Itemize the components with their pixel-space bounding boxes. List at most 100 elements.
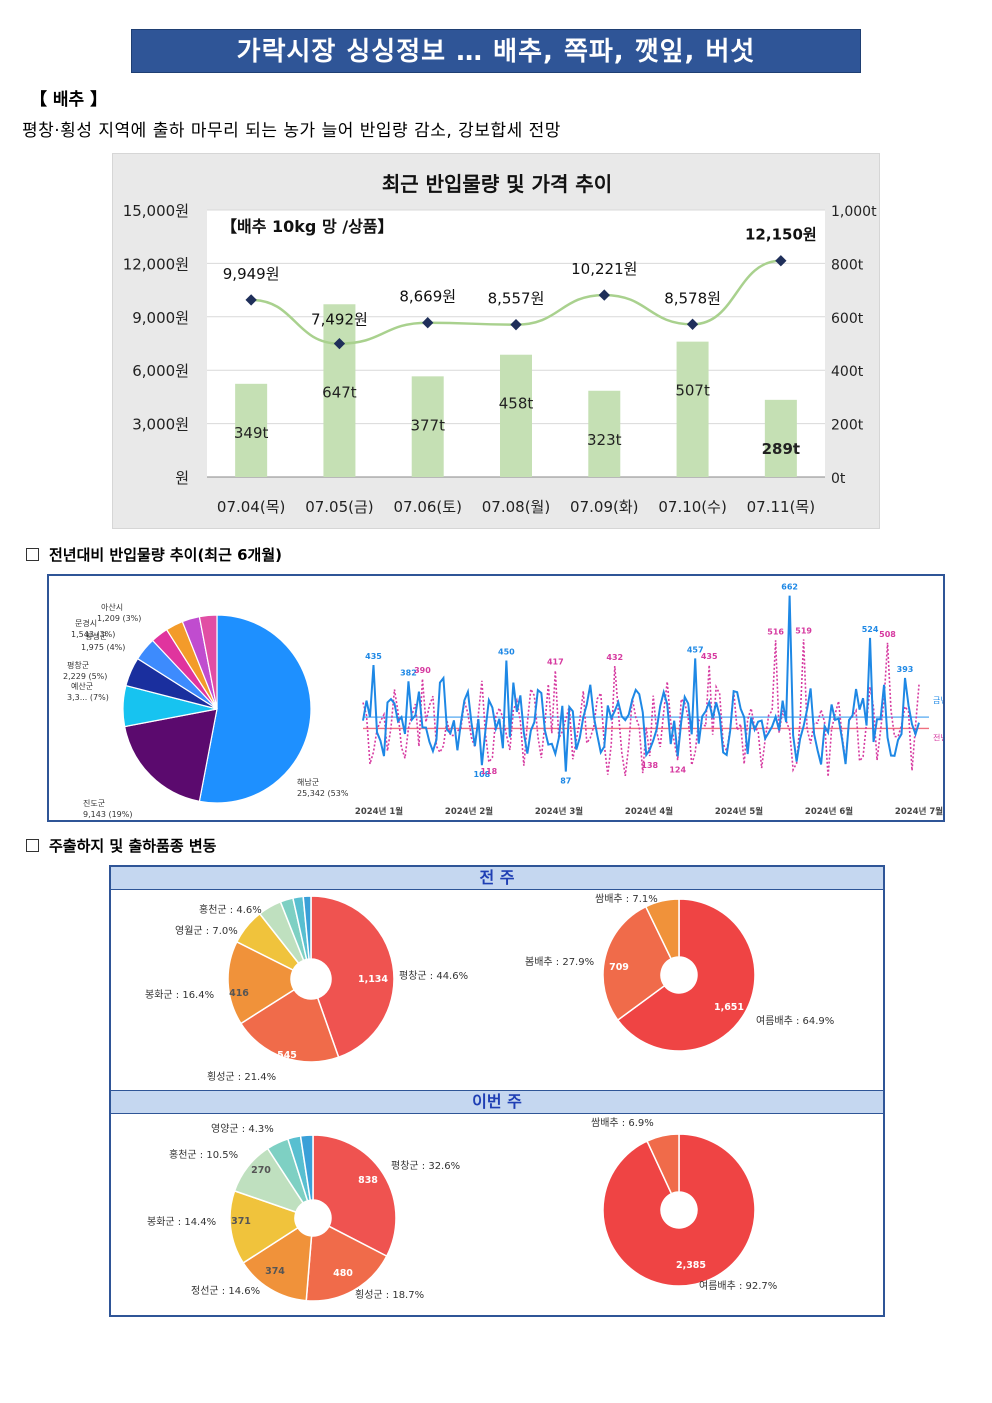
section2-title: 전년대비 반입물량 추이(최근 6개월) bbox=[49, 546, 283, 564]
point-label: 435 bbox=[365, 652, 382, 661]
point-label: 516 bbox=[767, 627, 784, 636]
chart-note: 【배추 10kg 망 /상품】 bbox=[221, 217, 394, 236]
y-right-tick: 800t bbox=[831, 257, 864, 273]
point-label: 87 bbox=[560, 777, 571, 786]
point-label: 662 bbox=[781, 583, 798, 592]
donut-slice bbox=[616, 898, 756, 1052]
donut-label: 횡성군 : 21.4% bbox=[207, 1071, 276, 1083]
price-volume-chart: 최근 반입물량 및 가격 추이 원 3,000원 6,000원 9,000원 12,000… bbox=[112, 153, 880, 529]
y-right-tick: 600t bbox=[831, 311, 864, 327]
x-tick-label: 2024년 1월 bbox=[355, 806, 403, 817]
volume-bar bbox=[676, 341, 709, 477]
price-label: 8,578원 bbox=[664, 289, 721, 307]
donut-label: 평창군 : 32.6% bbox=[391, 1160, 460, 1172]
x-tick-label: 2024년 4월 bbox=[625, 806, 673, 817]
band-previous-week: 전 주 bbox=[111, 867, 883, 890]
donut-slice bbox=[229, 1189, 299, 1264]
donut-value: 545 bbox=[277, 1050, 297, 1061]
donut-value: 709 bbox=[609, 962, 629, 973]
y-right-tick: 0t bbox=[831, 471, 846, 487]
donut-label: 여름배추 : 64.9% bbox=[756, 1015, 834, 1027]
point-label: 393 bbox=[897, 665, 914, 674]
volume-bar bbox=[588, 390, 621, 477]
x-tick-label: 2024년 7월 bbox=[895, 806, 943, 817]
donut-slice bbox=[602, 1133, 756, 1287]
section3-title: 주출하지 및 출하품종 변동 bbox=[49, 837, 217, 855]
donut-value: 1,651 bbox=[714, 1002, 744, 1013]
price-marker bbox=[510, 319, 522, 331]
x-tick-label: 07.06(토) bbox=[393, 498, 461, 516]
price-marker bbox=[422, 317, 434, 329]
donut-slice bbox=[299, 1134, 314, 1202]
donut-value: 1,134 bbox=[358, 974, 388, 985]
x-tick-label: 07.10(수) bbox=[658, 498, 726, 516]
volume-bar bbox=[500, 354, 532, 477]
point-label: 382 bbox=[400, 668, 417, 677]
origin-label: 문경시 bbox=[75, 618, 97, 628]
y-left-tick: 15,000원 bbox=[123, 202, 189, 220]
price-marker bbox=[598, 289, 610, 301]
point-label: 390 bbox=[414, 666, 431, 675]
x-tick-label: 2024년 3월 bbox=[535, 806, 583, 817]
section-tag: 【 배추 】 bbox=[30, 90, 108, 110]
price-label: 12,150원 bbox=[745, 226, 817, 244]
donut-value: 270 bbox=[251, 1165, 271, 1176]
x-tick-label: 2024년 5월 bbox=[715, 806, 763, 817]
origin-pie-slice bbox=[123, 708, 218, 803]
x-tick-label: 2024년 2월 bbox=[445, 806, 493, 817]
series-line-current bbox=[362, 595, 920, 772]
price-label: 10,221원 bbox=[571, 260, 637, 278]
volume-bar bbox=[764, 399, 797, 477]
price-marker bbox=[333, 337, 346, 350]
donut-slice bbox=[305, 1225, 388, 1302]
origin-pie-slice bbox=[198, 614, 218, 710]
checkbox-icon bbox=[26, 548, 39, 561]
y-left-tick: 원 bbox=[175, 469, 189, 487]
origin-label: 예산군 bbox=[71, 681, 93, 691]
donut-label: 홍천군 : 10.5% bbox=[169, 1148, 238, 1161]
price-label: 8,669원 bbox=[399, 288, 456, 306]
y-right-tick: 1,000t bbox=[831, 204, 877, 220]
donut-charts-svg: 평창군 : 44.6% 1,134 횡성군 : 21.4%545 봉화군 : 16.4… bbox=[145, 893, 834, 1302]
donut-value: 371 bbox=[231, 1216, 251, 1227]
donut-label: 쌈배추 : 7.1% bbox=[595, 893, 658, 905]
origin-label: 평창군 bbox=[67, 660, 89, 670]
section3-heading: 주출하지 및 출하품종 변동 bbox=[26, 835, 216, 856]
price-label: 9,949원 bbox=[223, 265, 280, 283]
y-right-tick: 400t bbox=[831, 364, 864, 380]
volume-bar bbox=[411, 376, 444, 477]
y-left-tick: 12,000원 bbox=[123, 255, 189, 273]
summary-text: 평창·횡성 지역에 출하 마무리 되는 농가 늘어 반입량 감소, 강보합세 전… bbox=[22, 121, 561, 141]
price-label: 8,557원 bbox=[488, 290, 545, 308]
donut-label: 영양군 : 4.3% bbox=[211, 1123, 274, 1135]
section2-heading: 전년대비 반입물량 추이(최근 6개월) bbox=[26, 544, 282, 565]
point-label: 417 bbox=[547, 658, 564, 667]
x-tick-label: 07.05(금) bbox=[305, 498, 373, 516]
donut-slice bbox=[310, 895, 395, 1059]
y-right-tick: 200t bbox=[831, 418, 864, 434]
donut-value: 374 bbox=[265, 1266, 285, 1277]
origin-value: 1,209 (3%) bbox=[97, 614, 141, 623]
y-left-tick: 3,000원 bbox=[132, 416, 189, 434]
donut-slice bbox=[644, 898, 680, 960]
yoy-panel: 해남군 25,342 (53%) 진도군 9,143 (19%) 예산군 3,3... (… bbox=[47, 574, 945, 822]
point-label: 508 bbox=[879, 630, 896, 639]
donut-value: 838 bbox=[358, 1175, 378, 1186]
donut-slice bbox=[602, 905, 673, 1022]
checkbox-icon bbox=[26, 839, 39, 852]
volume-label: 377t bbox=[410, 416, 445, 434]
point-label: 138 bbox=[641, 761, 658, 770]
point-label: 457 bbox=[687, 645, 704, 654]
donut-label: 평창군 : 44.6% bbox=[399, 970, 468, 982]
donut-value: 2,385 bbox=[676, 1260, 706, 1271]
donut-label: 봉화군 : 16.4% bbox=[145, 989, 214, 1001]
donut-slice bbox=[302, 895, 312, 960]
donut-slice bbox=[646, 1133, 680, 1195]
chart-title: 최근 반입물량 및 가격 추이 bbox=[382, 172, 612, 196]
donut-label: 정선군 : 14.6% bbox=[191, 1285, 260, 1297]
x-tick-label: 2024년 6월 bbox=[805, 806, 853, 817]
x-tick-label: 07.11(목) bbox=[747, 498, 815, 516]
origin-pie-svg: 해남군 25,342 (53%) 진도군 9,143 (19%) 예산군 3,3... (… bbox=[63, 602, 349, 819]
origin-value: 9,143 (19%) bbox=[83, 810, 132, 819]
y-left-tick: 6,000원 bbox=[132, 362, 189, 380]
